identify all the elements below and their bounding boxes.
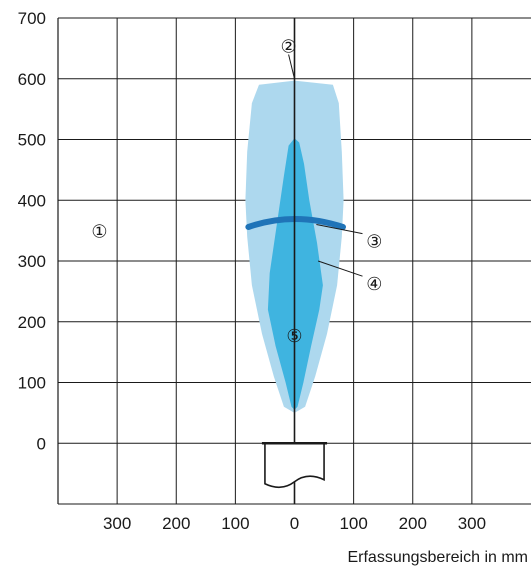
y-tick-label: 200 [18,313,46,332]
sensor-symbol [264,442,325,489]
callout-label: ③ [366,231,382,252]
callout-leader [317,260,363,277]
inner-detection-zone [267,138,323,410]
callout-label: ④ [366,274,382,295]
y-tick-label: 700 [18,9,46,28]
y-tick-label: 0 [37,434,46,453]
x-tick-label: 0 [290,514,299,533]
callout-label: ① [91,222,107,243]
callout-label: ⑤ [286,326,302,347]
x-tick-label: 200 [399,514,427,533]
x-tick-label: 100 [221,514,249,533]
x-tick-label: 100 [339,514,367,533]
x-tick-label: 300 [458,514,486,533]
tick-labels: 0 100 200 300 400 500 600 700 300 200 100 0 100 200 30… [18,9,486,533]
y-tick-label: 300 [18,252,46,271]
axes [261,18,328,504]
x-tick-label: 300 [103,514,131,533]
y-tick-label: 500 [18,131,46,150]
x-tick-label: 200 [162,514,190,533]
x-axis-title: Erfassungsbereich in mm [347,549,528,566]
callout-label: ② [281,36,297,57]
y-tick-label: 400 [18,191,46,210]
callouts: ② ① ③ ④ ⑤ [91,36,382,347]
y-tick-label: 100 [18,374,46,393]
y-tick-label: 600 [18,70,46,89]
callout-leader [316,224,363,235]
callout-leader [288,54,295,79]
